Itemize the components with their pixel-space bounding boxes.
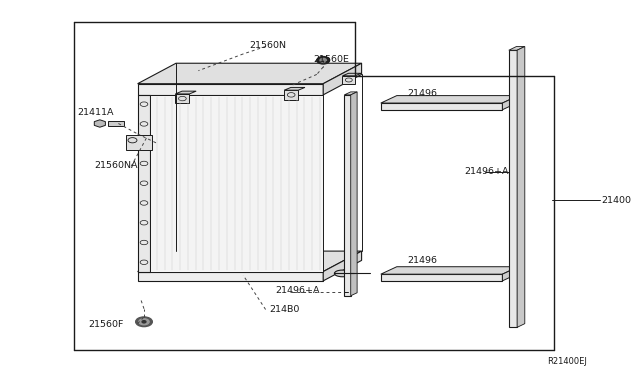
Polygon shape (284, 90, 298, 99)
Polygon shape (381, 267, 518, 274)
Text: 21496: 21496 (407, 89, 437, 98)
Text: 21400: 21400 (602, 196, 632, 205)
Circle shape (139, 319, 149, 325)
Text: R21400EJ: R21400EJ (547, 357, 587, 366)
Polygon shape (138, 251, 362, 272)
Circle shape (317, 57, 330, 64)
Polygon shape (502, 267, 518, 281)
Polygon shape (175, 91, 196, 94)
Polygon shape (344, 92, 357, 95)
Polygon shape (138, 84, 323, 95)
Bar (344, 95, 351, 296)
Polygon shape (509, 46, 525, 50)
Text: 21560N: 21560N (250, 41, 287, 50)
Bar (381, 103, 502, 110)
Ellipse shape (335, 270, 351, 277)
Bar (138, 95, 150, 272)
Polygon shape (517, 46, 525, 327)
Polygon shape (126, 135, 152, 150)
Text: 21411A: 21411A (77, 108, 113, 117)
Polygon shape (94, 120, 106, 127)
Text: 21560E: 21560E (314, 55, 349, 64)
Bar (108, 121, 124, 126)
Polygon shape (138, 63, 362, 84)
Text: 21560F: 21560F (88, 320, 124, 329)
Polygon shape (502, 96, 518, 110)
Polygon shape (175, 94, 189, 103)
Polygon shape (138, 272, 323, 281)
Circle shape (136, 317, 152, 327)
Bar (150, 95, 323, 272)
Polygon shape (323, 251, 362, 281)
Bar (509, 50, 517, 327)
Circle shape (142, 321, 146, 323)
Polygon shape (284, 87, 305, 90)
Bar (381, 274, 502, 281)
Polygon shape (342, 73, 361, 76)
Polygon shape (323, 63, 362, 95)
Text: 21496+A: 21496+A (465, 167, 509, 176)
Text: 21560NA: 21560NA (95, 161, 138, 170)
Polygon shape (381, 96, 518, 103)
Circle shape (320, 58, 326, 62)
Polygon shape (351, 92, 357, 296)
Text: 214B0: 214B0 (269, 305, 299, 314)
Text: 21496: 21496 (407, 256, 437, 265)
Polygon shape (342, 76, 355, 84)
Text: 21496+A: 21496+A (275, 286, 320, 295)
